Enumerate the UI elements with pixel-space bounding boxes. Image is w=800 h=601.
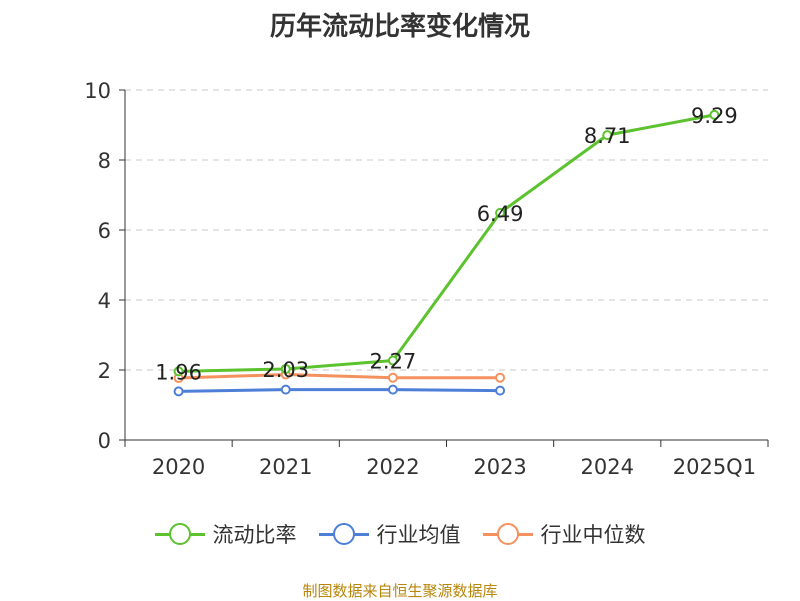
series-line (178, 388, 501, 393)
grid-lines (125, 89, 768, 371)
x-tick-label: 2020 (152, 455, 205, 479)
legend-label: 行业中位数 (540, 523, 646, 547)
legend-label: 流动比率 (212, 523, 297, 547)
data-label: 9.29 (691, 104, 738, 128)
legend-label: 行业均值 (376, 523, 461, 547)
series-lines (173, 109, 720, 397)
data-point (602, 130, 613, 141)
data-point (495, 207, 506, 218)
data-point (173, 386, 184, 397)
data-point (387, 384, 398, 395)
y-tick-label: 8 (98, 149, 111, 173)
legend-marker-icon (154, 523, 205, 545)
legend-marker-icon (482, 523, 533, 545)
legend-marker-icon (318, 523, 369, 545)
chart-title: 历年流动比率变化情况 (269, 12, 530, 42)
data-label: 6.49 (477, 202, 524, 226)
x-tick-label: 2022 (366, 455, 419, 479)
data-labels: 1.96 2.03 2.27 6.49 8.71 9.29 (155, 104, 738, 385)
x-tick-label: 2024 (581, 455, 634, 479)
data-label: 8.71 (584, 124, 631, 148)
data-point (280, 363, 291, 374)
axes: 0 2 4 6 8 10 2020 2021 2022 2023 2024 2025Q1 (84, 79, 769, 479)
series-line (178, 373, 501, 380)
data-label: 2.03 (262, 358, 309, 382)
data-point (709, 109, 720, 120)
x-tick-label: 2021 (259, 455, 312, 479)
data-point (387, 372, 398, 383)
source-note: 制图数据来自恒生聚源数据库 (302, 582, 498, 600)
legend-item[interactable]: 流动比率 (154, 519, 297, 549)
legend: 流动比率 行业均值 行业中位数 (0, 519, 800, 549)
data-point (495, 372, 506, 383)
y-tick-label: 2 (98, 359, 111, 383)
legend-item[interactable]: 行业中位数 (482, 519, 646, 549)
y-tick-label: 10 (84, 79, 111, 103)
data-label: 1.96 (155, 360, 202, 384)
y-tick-label: 6 (98, 219, 111, 243)
legend-item[interactable]: 行业均值 (318, 519, 461, 549)
data-point (173, 366, 184, 377)
series-line (178, 113, 715, 373)
x-tick-label: 2023 (473, 455, 526, 479)
data-point (495, 385, 506, 396)
y-tick-label: 0 (98, 429, 111, 453)
data-point (280, 384, 291, 395)
data-label: 2.27 (370, 350, 417, 374)
data-point (387, 355, 398, 366)
y-tick-label: 4 (98, 289, 111, 313)
x-tick-label: 2025Q1 (673, 455, 756, 479)
